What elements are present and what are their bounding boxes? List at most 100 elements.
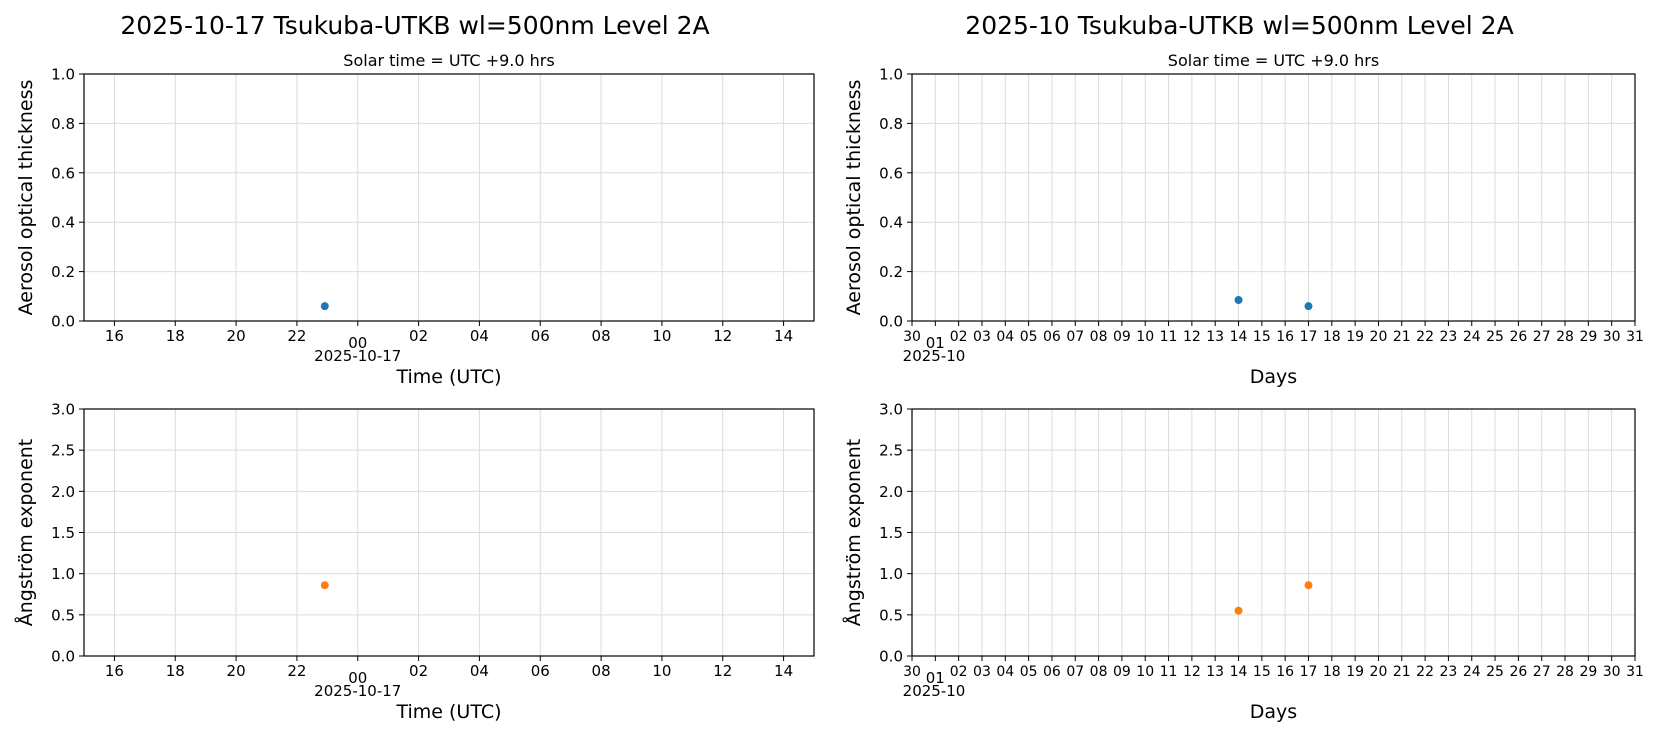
x-tick-label: 04: [470, 327, 489, 345]
x-tick-label: 11: [1160, 329, 1178, 345]
y-tick-label: 0.2: [879, 263, 903, 281]
x-tick-label: 06: [531, 327, 550, 345]
data-point: [1234, 606, 1243, 615]
x-tick-label: 19: [1346, 329, 1364, 345]
y-tick-label: 0.0: [51, 648, 75, 666]
x-tick-label: 30: [903, 664, 921, 680]
x-tick-label: 06: [1043, 329, 1061, 345]
x-axis-label: Time (UTC): [395, 701, 501, 723]
x-tick-label: 10: [1136, 329, 1154, 345]
x-tick-label: 19: [1346, 664, 1364, 680]
x-tick-label: 14: [774, 662, 793, 680]
x-tick-label: 04: [470, 662, 489, 680]
y-tick-label: 0.4: [51, 214, 75, 232]
y-tick-label: 0.6: [879, 164, 903, 182]
x-tick-label: 02: [950, 664, 968, 680]
x-tick-label: 08: [592, 662, 611, 680]
x-tick-label: 18: [1323, 329, 1341, 345]
x-tick-label: 09: [1113, 329, 1131, 345]
x-tick-label: 25: [1486, 329, 1504, 345]
x-tick-label: 08: [1090, 664, 1108, 680]
y-tick-label: 3.0: [51, 401, 75, 419]
x-tick-label: 07: [1066, 329, 1084, 345]
x-tick-label: 05: [1020, 329, 1038, 345]
y-tick-label: 1.5: [879, 524, 903, 542]
x-tick-label: 30: [1603, 664, 1621, 680]
x-tick-label: 28: [1556, 664, 1574, 680]
x-tick-label: 24: [1463, 329, 1481, 345]
x-tick-label: 21: [1393, 329, 1411, 345]
x-tick-label: 20: [1370, 329, 1388, 345]
y-tick-label: 0.0: [879, 648, 903, 666]
y-axis-label: Aerosol optical thickness: [15, 80, 37, 316]
x-tick-label: 15: [1253, 664, 1271, 680]
x-tick-label: 04: [996, 329, 1014, 345]
x-date-label: 2025-10-17: [314, 682, 401, 700]
data-point: [320, 581, 329, 590]
x-tick-label: 23: [1440, 664, 1458, 680]
x-tick-label: 10: [652, 662, 671, 680]
x-tick-label: 27: [1533, 664, 1551, 680]
x-tick-label: 25: [1486, 664, 1504, 680]
chart-title: 2025-10-17 Tsukuba-UTKB wl=500nm Level 2…: [120, 11, 709, 40]
x-tick-label: 10: [652, 327, 671, 345]
y-axis-label: Ångström exponent: [14, 439, 37, 627]
plot-frame: [83, 73, 815, 322]
x-tick-label: 18: [166, 662, 185, 680]
x-tick-label: 01: [926, 669, 945, 687]
y-axis-label: Ångström exponent: [842, 439, 865, 627]
y-tick-label: 1.5: [51, 524, 75, 542]
x-tick-label: 24: [1463, 664, 1481, 680]
y-tick-label: 1.0: [879, 66, 903, 84]
chart-daily-aot: 2025-10-17 Tsukuba-UTKB wl=500nm Level 2…: [15, 11, 815, 388]
x-tick-label: 03: [973, 664, 991, 680]
data-point: [320, 302, 329, 311]
y-tick-label: 2.0: [51, 483, 75, 501]
y-tick-label: 2.0: [879, 483, 903, 501]
x-tick-label: 17: [1300, 329, 1318, 345]
y-tick-label: 0.8: [879, 115, 903, 133]
x-tick-label: 30: [1603, 329, 1621, 345]
plot-frame: [911, 73, 1636, 322]
x-tick-label: 15: [1253, 329, 1271, 345]
x-tick-label: 26: [1509, 329, 1527, 345]
y-tick-label: 0.6: [51, 164, 75, 182]
chart-subtitle: Solar time = UTC +9.0 hrs: [1168, 51, 1379, 70]
x-tick-label: 26: [1509, 664, 1527, 680]
x-tick-label: 31: [1626, 329, 1644, 345]
x-tick-label: 10: [1136, 664, 1154, 680]
x-axis-label: Days: [1250, 701, 1297, 723]
y-axis-label: Aerosol optical thickness: [843, 80, 865, 316]
chart-subtitle: Solar time = UTC +9.0 hrs: [343, 51, 554, 70]
x-tick-label: 14: [774, 327, 793, 345]
x-tick-label: 07: [1066, 664, 1084, 680]
x-tick-label: 00: [348, 669, 367, 687]
y-tick-label: 0.0: [51, 313, 75, 331]
x-tick-label: 14: [1230, 329, 1248, 345]
x-tick-label: 11: [1160, 664, 1178, 680]
x-tick-label: 12: [1183, 329, 1201, 345]
y-tick-label: 3.0: [879, 401, 903, 419]
chart-monthly-angstrom: 0.0 0.5 1.0 1.5 2.0 2.5 3.0 30 01 02 03 04 05 06 07 08 0…: [842, 401, 1644, 724]
chart-title: 2025-10 Tsukuba-UTKB wl=500nm Level 2A: [965, 11, 1513, 40]
x-tick-label: 21: [1393, 664, 1411, 680]
y-tick-label: 0.8: [51, 115, 75, 133]
chart-daily-angstrom: 0.0 0.5 1.0 1.5 2.0 2.5 3.0 16 18 20 22 00 02 04 06 08 1…: [14, 401, 815, 723]
x-tick-label: 20: [227, 327, 246, 345]
x-tick-label: 12: [1183, 664, 1201, 680]
data-point: [1234, 296, 1243, 305]
x-tick-label: 13: [1206, 664, 1224, 680]
x-tick-label: 13: [1206, 329, 1224, 345]
x-tick-label: 16: [105, 327, 124, 345]
x-tick-label: 04: [996, 664, 1014, 680]
y-tick-label: 0.4: [879, 214, 903, 232]
data-point: [1304, 581, 1313, 590]
x-tick-label: 02: [950, 329, 968, 345]
y-tick-label: 0.0: [879, 313, 903, 331]
x-tick-label: 20: [227, 662, 246, 680]
x-tick-label: 06: [531, 662, 550, 680]
x-tick-label: 12: [713, 327, 732, 345]
x-tick-label: 05: [1020, 664, 1038, 680]
x-tick-label: 28: [1556, 329, 1574, 345]
